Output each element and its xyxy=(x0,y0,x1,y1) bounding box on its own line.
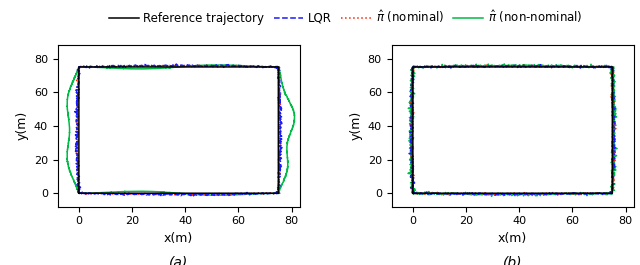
Title: (b): (b) xyxy=(503,255,522,265)
Legend: Reference trajectory, LQR, $\hat{\pi}$ (nominal), $\hat{\pi}$ (non-nominal): Reference trajectory, LQR, $\hat{\pi}$ (… xyxy=(104,3,587,30)
Y-axis label: y(m): y(m) xyxy=(15,111,28,140)
Title: (a): (a) xyxy=(169,255,188,265)
X-axis label: x(m): x(m) xyxy=(498,232,527,245)
X-axis label: x(m): x(m) xyxy=(164,232,193,245)
Y-axis label: y(m): y(m) xyxy=(349,111,362,140)
